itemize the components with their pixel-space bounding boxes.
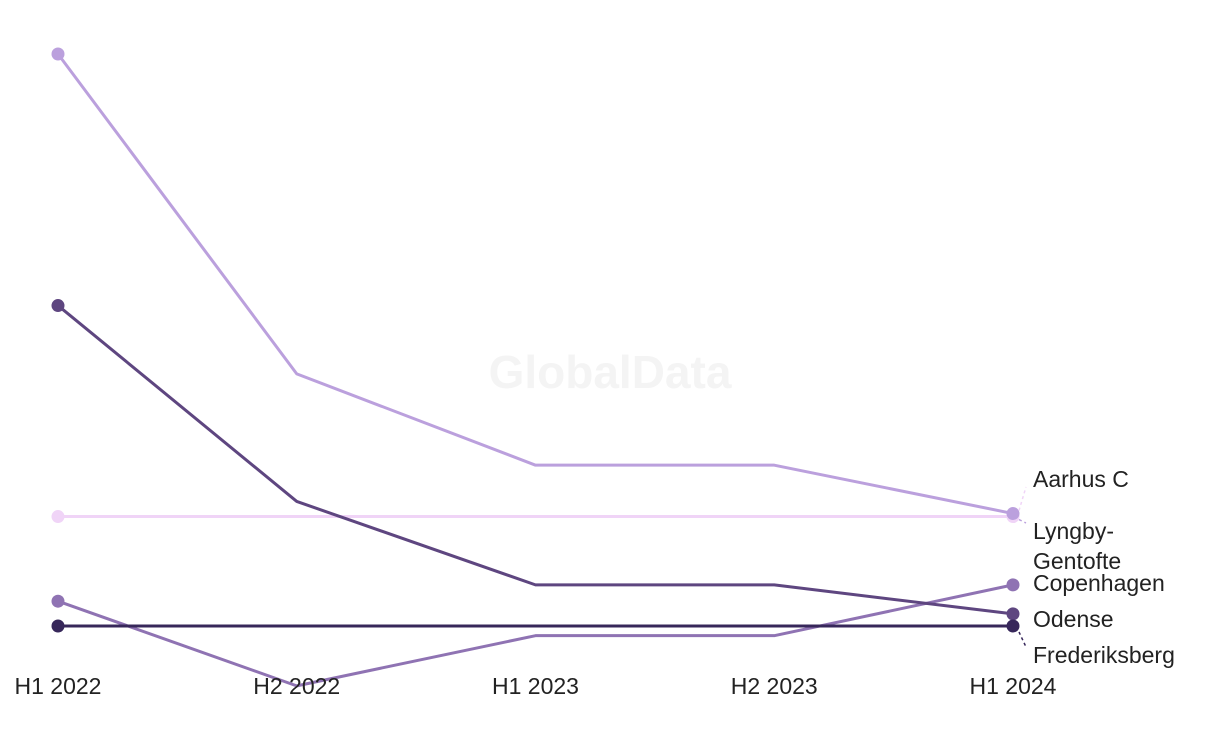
data-point [51, 299, 65, 313]
series-label: Frederiksberg [1033, 642, 1175, 668]
x-tick-label: H1 2022 [15, 673, 102, 699]
label-leader-line [1018, 631, 1027, 648]
series-copenhagen [51, 578, 1020, 688]
watermark: GlobalData [489, 346, 732, 398]
series-aarhus-c [51, 510, 1020, 524]
label-leader-line [1018, 486, 1027, 511]
series-label: Lyngby-Gentofte [1033, 518, 1121, 574]
data-point [1006, 507, 1020, 521]
x-tick-label: H1 2024 [970, 673, 1057, 699]
series-lyngby-gentofte [51, 47, 1020, 521]
label-leader-line [1018, 518, 1027, 524]
data-point [51, 594, 65, 608]
x-axis: H1 2022 H2 2022 H1 2023 H2 2023 H1 2024 [15, 673, 1057, 699]
series-odense [51, 299, 1020, 621]
data-point [1006, 578, 1020, 592]
series-frederiksberg [51, 619, 1020, 633]
series-label: Aarhus C [1033, 466, 1129, 492]
series-label: Odense [1033, 606, 1114, 632]
x-tick-label: H2 2023 [731, 673, 818, 699]
series-label: Copenhagen [1033, 570, 1165, 596]
data-point [51, 619, 65, 633]
series-line [56, 53, 1014, 516]
x-tick-label: H2 2022 [253, 673, 340, 699]
series-line [57, 304, 1014, 616]
data-point [1006, 607, 1020, 621]
series-layer [51, 47, 1020, 688]
data-point [51, 510, 65, 524]
series-line [57, 583, 1014, 688]
data-point [51, 47, 65, 61]
data-point [1006, 619, 1020, 633]
x-tick-label: H1 2023 [492, 673, 579, 699]
